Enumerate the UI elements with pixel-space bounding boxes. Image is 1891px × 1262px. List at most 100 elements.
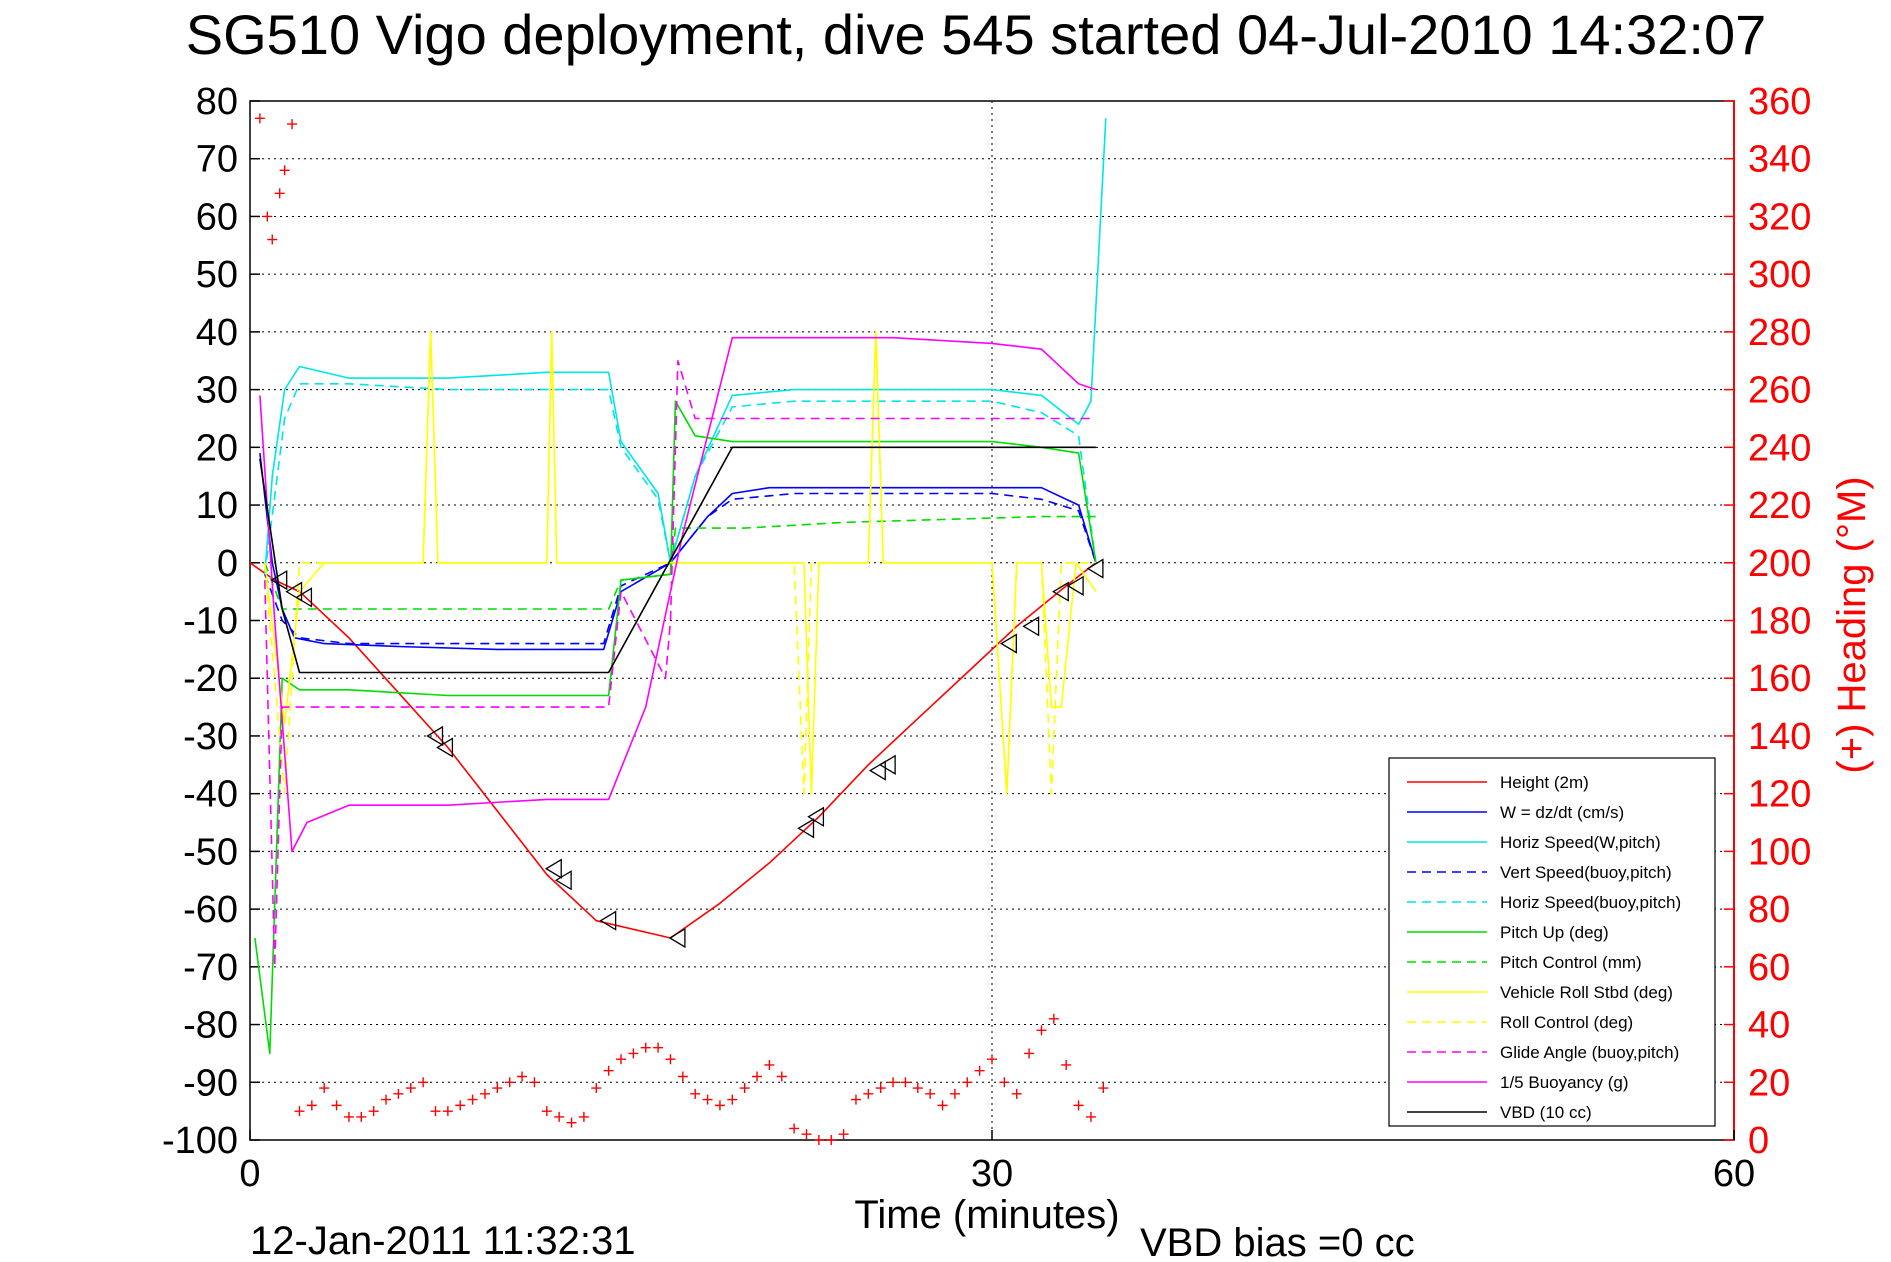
- height-marker: [878, 754, 896, 775]
- heading-point: [418, 1077, 429, 1088]
- x-tick-label: 0: [239, 1153, 260, 1195]
- y-tick-label: 20: [196, 427, 238, 469]
- height-marker: [668, 927, 686, 949]
- y-tick-label: -10: [183, 601, 238, 643]
- series-line-horiz-speed-w-pitch: [264, 118, 1107, 575]
- y-tick-label: -100: [162, 1120, 238, 1162]
- footer-vbd-bias: VBD bias =0 cc: [1140, 1221, 1415, 1262]
- heading-point: [850, 1094, 861, 1105]
- heading-point: [267, 234, 278, 245]
- y-tick-label: 10: [196, 485, 238, 527]
- right-y-tick-label: 60: [1748, 947, 1790, 989]
- footer-timestamp: 12-Jan-2011 11:32:31: [250, 1219, 636, 1262]
- right-y-tick-label: 340: [1748, 139, 1811, 181]
- height-marker: [868, 760, 886, 781]
- height-marker: [807, 806, 825, 827]
- legend-label: Pitch Control (mm): [1500, 953, 1642, 972]
- heading-point: [690, 1088, 701, 1099]
- x-axis: 0 30 60: [239, 1130, 1755, 1195]
- heading-point: [974, 1065, 985, 1076]
- heading-point: [727, 1094, 738, 1105]
- left-y-axis: 80 70 60 50 40 30 20 10 0 -10 -20 -30 -40 -50 -60 -70 -8…: [162, 81, 260, 1162]
- right-y-tick-label: 260: [1748, 370, 1811, 412]
- heading-point: [813, 1135, 824, 1145]
- heading-point: [517, 1071, 528, 1082]
- heading-point: [628, 1048, 639, 1059]
- heading-point: [739, 1083, 750, 1094]
- heading-point: [789, 1123, 800, 1134]
- heading-point: [764, 1059, 775, 1070]
- heading-point: [603, 1065, 614, 1076]
- height-marker: [1022, 616, 1040, 637]
- heading-point: [262, 211, 273, 222]
- height-marker: [797, 818, 815, 839]
- heading-point: [937, 1100, 948, 1111]
- right-y-tick-label: 300: [1748, 254, 1811, 296]
- right-y-tick-label: 220: [1748, 485, 1811, 527]
- y-tick-label: -60: [183, 889, 238, 931]
- heading-point: [442, 1106, 453, 1117]
- heading-point: [254, 113, 265, 124]
- heading-point: [455, 1100, 466, 1111]
- heading-point: [640, 1042, 651, 1053]
- y-tick-label: -80: [183, 1005, 238, 1047]
- heading-point: [826, 1135, 837, 1145]
- heading-point: [279, 165, 290, 176]
- heading-point: [381, 1094, 392, 1105]
- height-marker: [1000, 633, 1017, 654]
- heading-point: [987, 1054, 997, 1065]
- legend-label: W = dz/dt (cm/s): [1500, 803, 1624, 822]
- heading-point: [319, 1083, 330, 1094]
- height-marker: [270, 569, 288, 591]
- heading-point: [962, 1077, 973, 1088]
- heading-point: [838, 1129, 849, 1140]
- y-tick-label: -40: [183, 774, 238, 816]
- series-line-glide-angle-buoy-pitch: [264, 359, 1091, 968]
- series-line-1-5-buoyancy-g: [259, 336, 1097, 853]
- x-tick-label: 30: [971, 1153, 1013, 1195]
- height-marker: [544, 858, 562, 879]
- heading-point: [888, 1077, 899, 1088]
- right-y-tick-label: 360: [1748, 81, 1811, 123]
- chart-title: SG510 Vigo deployment, dive 545 started …: [186, 3, 1767, 66]
- heading-point: [875, 1083, 886, 1094]
- height-marker: [1086, 558, 1104, 579]
- heading-point: [578, 1111, 589, 1122]
- right-y-tick-label: 120: [1748, 774, 1811, 816]
- heading-point: [479, 1088, 490, 1099]
- right-y-tick-label: 160: [1748, 658, 1811, 700]
- y-tick-label: -90: [183, 1062, 238, 1104]
- heading-point: [467, 1094, 478, 1105]
- right-y-tick-label: 240: [1748, 427, 1811, 469]
- x-tick-label: 60: [1713, 1153, 1755, 1195]
- y-tick-label: -20: [183, 658, 238, 700]
- heading-point: [393, 1088, 404, 1099]
- legend-label: 1/5 Buoyancy (g): [1500, 1073, 1629, 1092]
- legend-label: Horiz Speed(buoy,pitch): [1500, 893, 1681, 912]
- y-tick-label: 40: [196, 312, 238, 354]
- right-y-tick-label: 80: [1748, 889, 1790, 931]
- heading-point: [1036, 1025, 1047, 1036]
- heading-point: [801, 1129, 812, 1140]
- right-y-tick-label: 280: [1748, 312, 1811, 354]
- height-marker: [1051, 581, 1069, 602]
- legend-label: Pitch Up (deg): [1500, 923, 1609, 942]
- height-marker: [554, 870, 572, 891]
- right-y-tick-label: 20: [1748, 1062, 1790, 1104]
- heading-point: [653, 1042, 664, 1053]
- right-y-tick-label: 40: [1748, 1005, 1790, 1047]
- legend: Height (2m) W = dz/dt (cm/s) Horiz Speed(W…: [1388, 757, 1716, 1127]
- heading-point: [863, 1088, 874, 1099]
- right-y-axis: 3603403203002802602402202001801601401201…: [1724, 81, 1811, 1162]
- heading-point: [677, 1071, 688, 1082]
- heading-point: [1061, 1059, 1072, 1070]
- series-line-height-2m: [249, 562, 1097, 939]
- heading-point: [752, 1071, 763, 1082]
- legend-label: Height (2m): [1500, 773, 1589, 792]
- legend-label: Glide Angle (buoy,pitch): [1500, 1043, 1679, 1062]
- heading-point: [294, 1106, 305, 1117]
- right-y-tick-label: 320: [1748, 196, 1811, 238]
- heading-point: [405, 1083, 416, 1094]
- right-y-tick-label: 180: [1748, 601, 1811, 643]
